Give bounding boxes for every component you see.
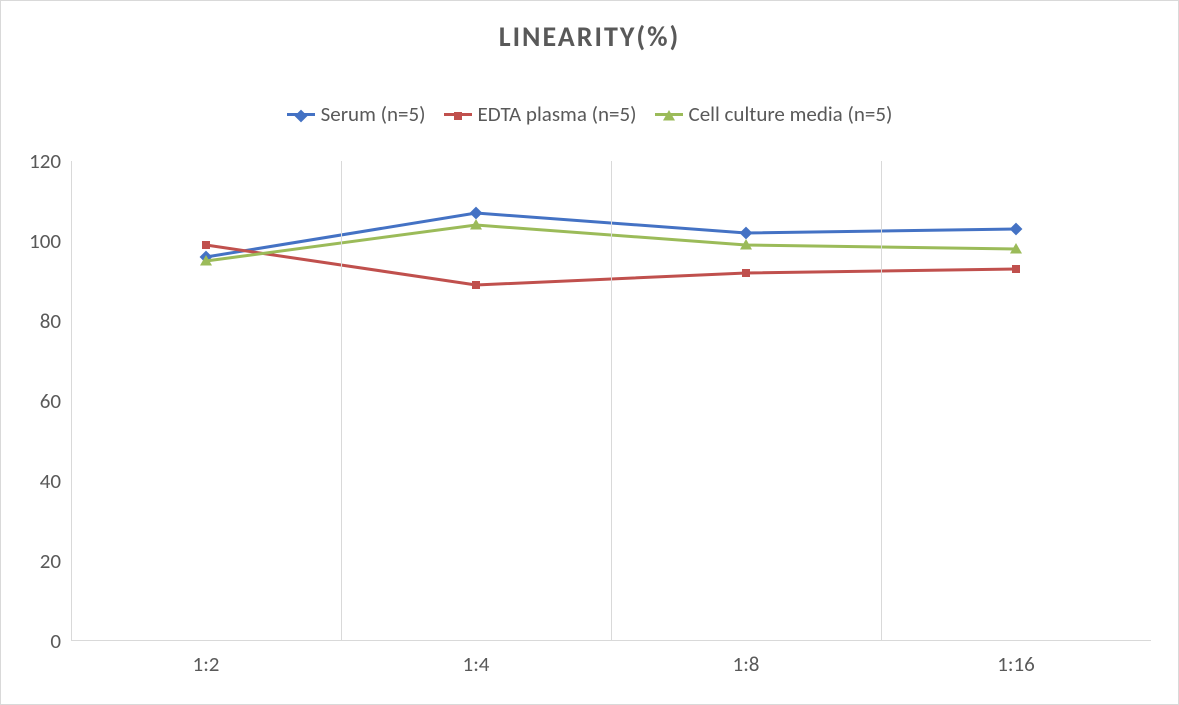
legend-marker-icon (659, 106, 679, 126)
data-marker (470, 207, 483, 220)
x-axis-line (71, 640, 1151, 641)
y-tick-label: 120 (29, 148, 61, 174)
legend-marker-icon (292, 107, 310, 125)
legend-marker-icon (450, 108, 466, 124)
legend-label: EDTA plasma (n=5) (478, 101, 637, 127)
legend-line-icon (444, 113, 472, 116)
data-marker (472, 281, 480, 289)
legend-item: EDTA plasma (n=5) (444, 101, 637, 127)
legend-line-icon (287, 113, 315, 116)
legend-item: Serum (n=5) (287, 101, 426, 127)
chart-legend: Serum (n=5) EDTA plasma (n=5) Cell culture… (1, 101, 1178, 127)
plot-area: 0204060801001201:21:41:81:16 (71, 161, 1151, 641)
data-marker (740, 227, 753, 240)
gridline (611, 161, 612, 641)
legend-item: Cell culture media (n=5) (655, 101, 893, 127)
y-axis-line (71, 161, 72, 641)
x-tick-label: 1:2 (193, 651, 220, 677)
x-tick-label: 1:16 (997, 651, 1035, 677)
y-tick-label: 40 (40, 468, 61, 494)
linearity-chart: LINEARITY(%) Serum (n=5) EDTA plasma (n=5… (0, 0, 1179, 705)
data-marker (202, 241, 210, 249)
y-tick-label: 20 (40, 548, 61, 574)
y-tick-label: 80 (40, 308, 61, 334)
gridline (881, 161, 882, 641)
y-tick-label: 0 (50, 628, 61, 654)
data-marker (742, 269, 750, 277)
x-tick-label: 1:4 (463, 651, 490, 677)
data-marker (1010, 223, 1023, 236)
legend-label: Cell culture media (n=5) (689, 101, 893, 127)
legend-line-icon (655, 113, 683, 116)
chart-title: LINEARITY(%) (1, 19, 1178, 54)
x-tick-label: 1:8 (733, 651, 760, 677)
legend-label: Serum (n=5) (321, 101, 426, 127)
y-tick-label: 100 (29, 228, 61, 254)
gridline (341, 161, 342, 641)
y-tick-label: 60 (40, 388, 61, 414)
data-marker (1012, 265, 1020, 273)
